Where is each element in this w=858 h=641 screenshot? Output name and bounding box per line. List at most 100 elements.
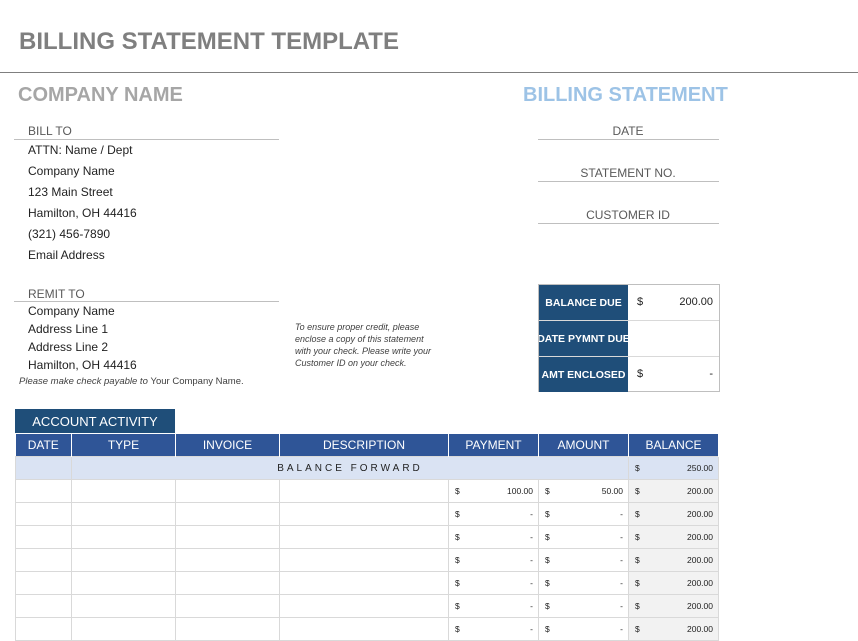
statement-heading: BILLING STATEMENT (523, 84, 728, 106)
description-cell[interactable] (279, 617, 449, 641)
amount-cell[interactable]: $ - (538, 525, 629, 549)
balance-cell[interactable]: $200.00 (628, 525, 719, 549)
amount-value: - (620, 578, 623, 588)
description-cell[interactable] (279, 502, 449, 526)
remit-to-line[interactable]: Address Line 1 (28, 322, 109, 336)
description-cell[interactable] (279, 594, 449, 618)
invoice-cell[interactable] (175, 548, 280, 572)
column-header-description[interactable]: DESCRIPTION (279, 434, 449, 457)
bill-to-line[interactable]: Company Name (28, 164, 115, 178)
invoice-cell[interactable] (175, 502, 280, 526)
payment-value: - (530, 532, 533, 542)
type-cell[interactable] (71, 594, 176, 618)
page-title: BILLING STATEMENT TEMPLATE (19, 28, 399, 55)
balance-cell[interactable]: $200.00 (628, 571, 719, 595)
currency-symbol: $ (635, 486, 640, 496)
bill-to-line[interactable]: Email Address (28, 248, 105, 262)
description-cell[interactable] (279, 525, 449, 549)
payable-name[interactable]: Your Company Name. (150, 376, 244, 387)
credit-note-line: with your check. Please write your (295, 346, 432, 356)
invoice-cell[interactable] (175, 617, 280, 641)
company-name[interactable]: COMPANY NAME (18, 84, 183, 106)
type-cell[interactable] (71, 548, 176, 572)
amount-value: - (620, 601, 623, 611)
column-header-amount[interactable]: AMOUNT (538, 434, 629, 457)
date-cell[interactable] (15, 617, 72, 641)
remit-to-line[interactable]: Hamilton, OH 44416 (28, 358, 137, 372)
amount-cell[interactable]: $ - (538, 502, 629, 526)
bill-to-label: BILL TO (28, 124, 72, 138)
date-cell[interactable] (15, 548, 72, 572)
balance-cell[interactable]: $200.00 (628, 479, 719, 503)
type-cell[interactable] (71, 571, 176, 595)
balance-forward-cell[interactable]: $ 250.00 (628, 456, 719, 480)
amount-cell[interactable]: $ - (538, 571, 629, 595)
column-header-balance[interactable]: BALANCE (628, 434, 719, 457)
remit-to-divider (14, 301, 279, 302)
table-row: $ - $ - $200.00 (15, 548, 719, 572)
remit-to-line[interactable]: Address Line 2 (28, 340, 109, 354)
bill-to-line[interactable]: (321) 456-7890 (28, 227, 111, 241)
amount-cell[interactable]: $50.00 (538, 479, 629, 503)
type-cell[interactable] (71, 479, 176, 503)
date-cell[interactable] (15, 594, 72, 618)
credit-note-line: To ensure proper credit, please (295, 322, 420, 332)
payment-cell[interactable]: $ - (448, 502, 539, 526)
table-cell[interactable] (15, 456, 72, 480)
column-header-payment[interactable]: PAYMENT (448, 434, 539, 457)
payment-cell[interactable]: $ - (448, 548, 539, 572)
type-cell[interactable] (71, 525, 176, 549)
invoice-cell[interactable] (175, 594, 280, 618)
description-cell[interactable] (279, 571, 449, 595)
invoice-cell[interactable] (175, 525, 280, 549)
currency-symbol: $ (635, 601, 640, 611)
bill-to-line[interactable]: Hamilton, OH 44416 (28, 206, 137, 220)
amount-cell[interactable]: $ - (538, 594, 629, 618)
payment-value: - (530, 578, 533, 588)
customer-id-field[interactable] (538, 223, 719, 224)
balance-due-value[interactable]: 200.00 (679, 296, 713, 308)
table-row: $ - $ - $200.00 (15, 525, 719, 549)
description-cell[interactable] (279, 479, 449, 503)
balance-cell[interactable]: $200.00 (628, 502, 719, 526)
column-header-invoice[interactable]: INVOICE (175, 434, 280, 457)
payment-cell[interactable]: $ - (448, 594, 539, 618)
amount-cell[interactable]: $ - (538, 617, 629, 641)
amount-cell[interactable]: $ - (538, 548, 629, 572)
statement-no-field[interactable] (538, 181, 719, 182)
date-cell[interactable] (15, 571, 72, 595)
column-header-date[interactable]: DATE (15, 434, 72, 457)
type-cell[interactable] (71, 617, 176, 641)
currency-symbol: $ (455, 486, 460, 496)
invoice-cell[interactable] (175, 571, 280, 595)
type-cell[interactable] (71, 502, 176, 526)
balance-forward-label: BALANCE FORWARD (71, 456, 629, 480)
balance-cell[interactable]: $200.00 (628, 617, 719, 641)
date-cell[interactable] (15, 502, 72, 526)
date-field[interactable] (538, 139, 719, 140)
payment-cell[interactable]: $ - (448, 571, 539, 595)
invoice-cell[interactable] (175, 479, 280, 503)
bill-to-line[interactable]: 123 Main Street (28, 185, 113, 199)
description-cell[interactable] (279, 548, 449, 572)
amount-value: - (620, 555, 623, 565)
amount-value: - (620, 509, 623, 519)
amount-enclosed-row: AMT ENCLOSED $ - (539, 357, 719, 392)
amount-enclosed-value[interactable]: - (709, 368, 713, 380)
balance-cell[interactable]: $200.00 (628, 594, 719, 618)
payment-cell[interactable]: $ - (448, 525, 539, 549)
payment-cell[interactable]: $100.00 (448, 479, 539, 503)
date-payment-due-label: DATE PYMNT DUE (539, 321, 628, 356)
bill-to-line[interactable]: ATTN: Name / Dept (28, 143, 133, 157)
remit-to-line[interactable]: Company Name (28, 304, 115, 318)
currency-symbol: $ (635, 509, 640, 519)
date-cell[interactable] (15, 479, 72, 503)
date-cell[interactable] (15, 525, 72, 549)
currency-symbol: $ (455, 532, 460, 542)
date-payment-due-row: DATE PYMNT DUE (539, 321, 719, 357)
balance-cell[interactable]: $200.00 (628, 548, 719, 572)
column-header-type[interactable]: TYPE (71, 434, 176, 457)
activity-table: DATE TYPE INVOICE DESCRIPTION PAYMENT AM… (15, 434, 719, 641)
payment-cell[interactable]: $ - (448, 617, 539, 641)
amount-enclosed-currency: $ (637, 368, 644, 380)
